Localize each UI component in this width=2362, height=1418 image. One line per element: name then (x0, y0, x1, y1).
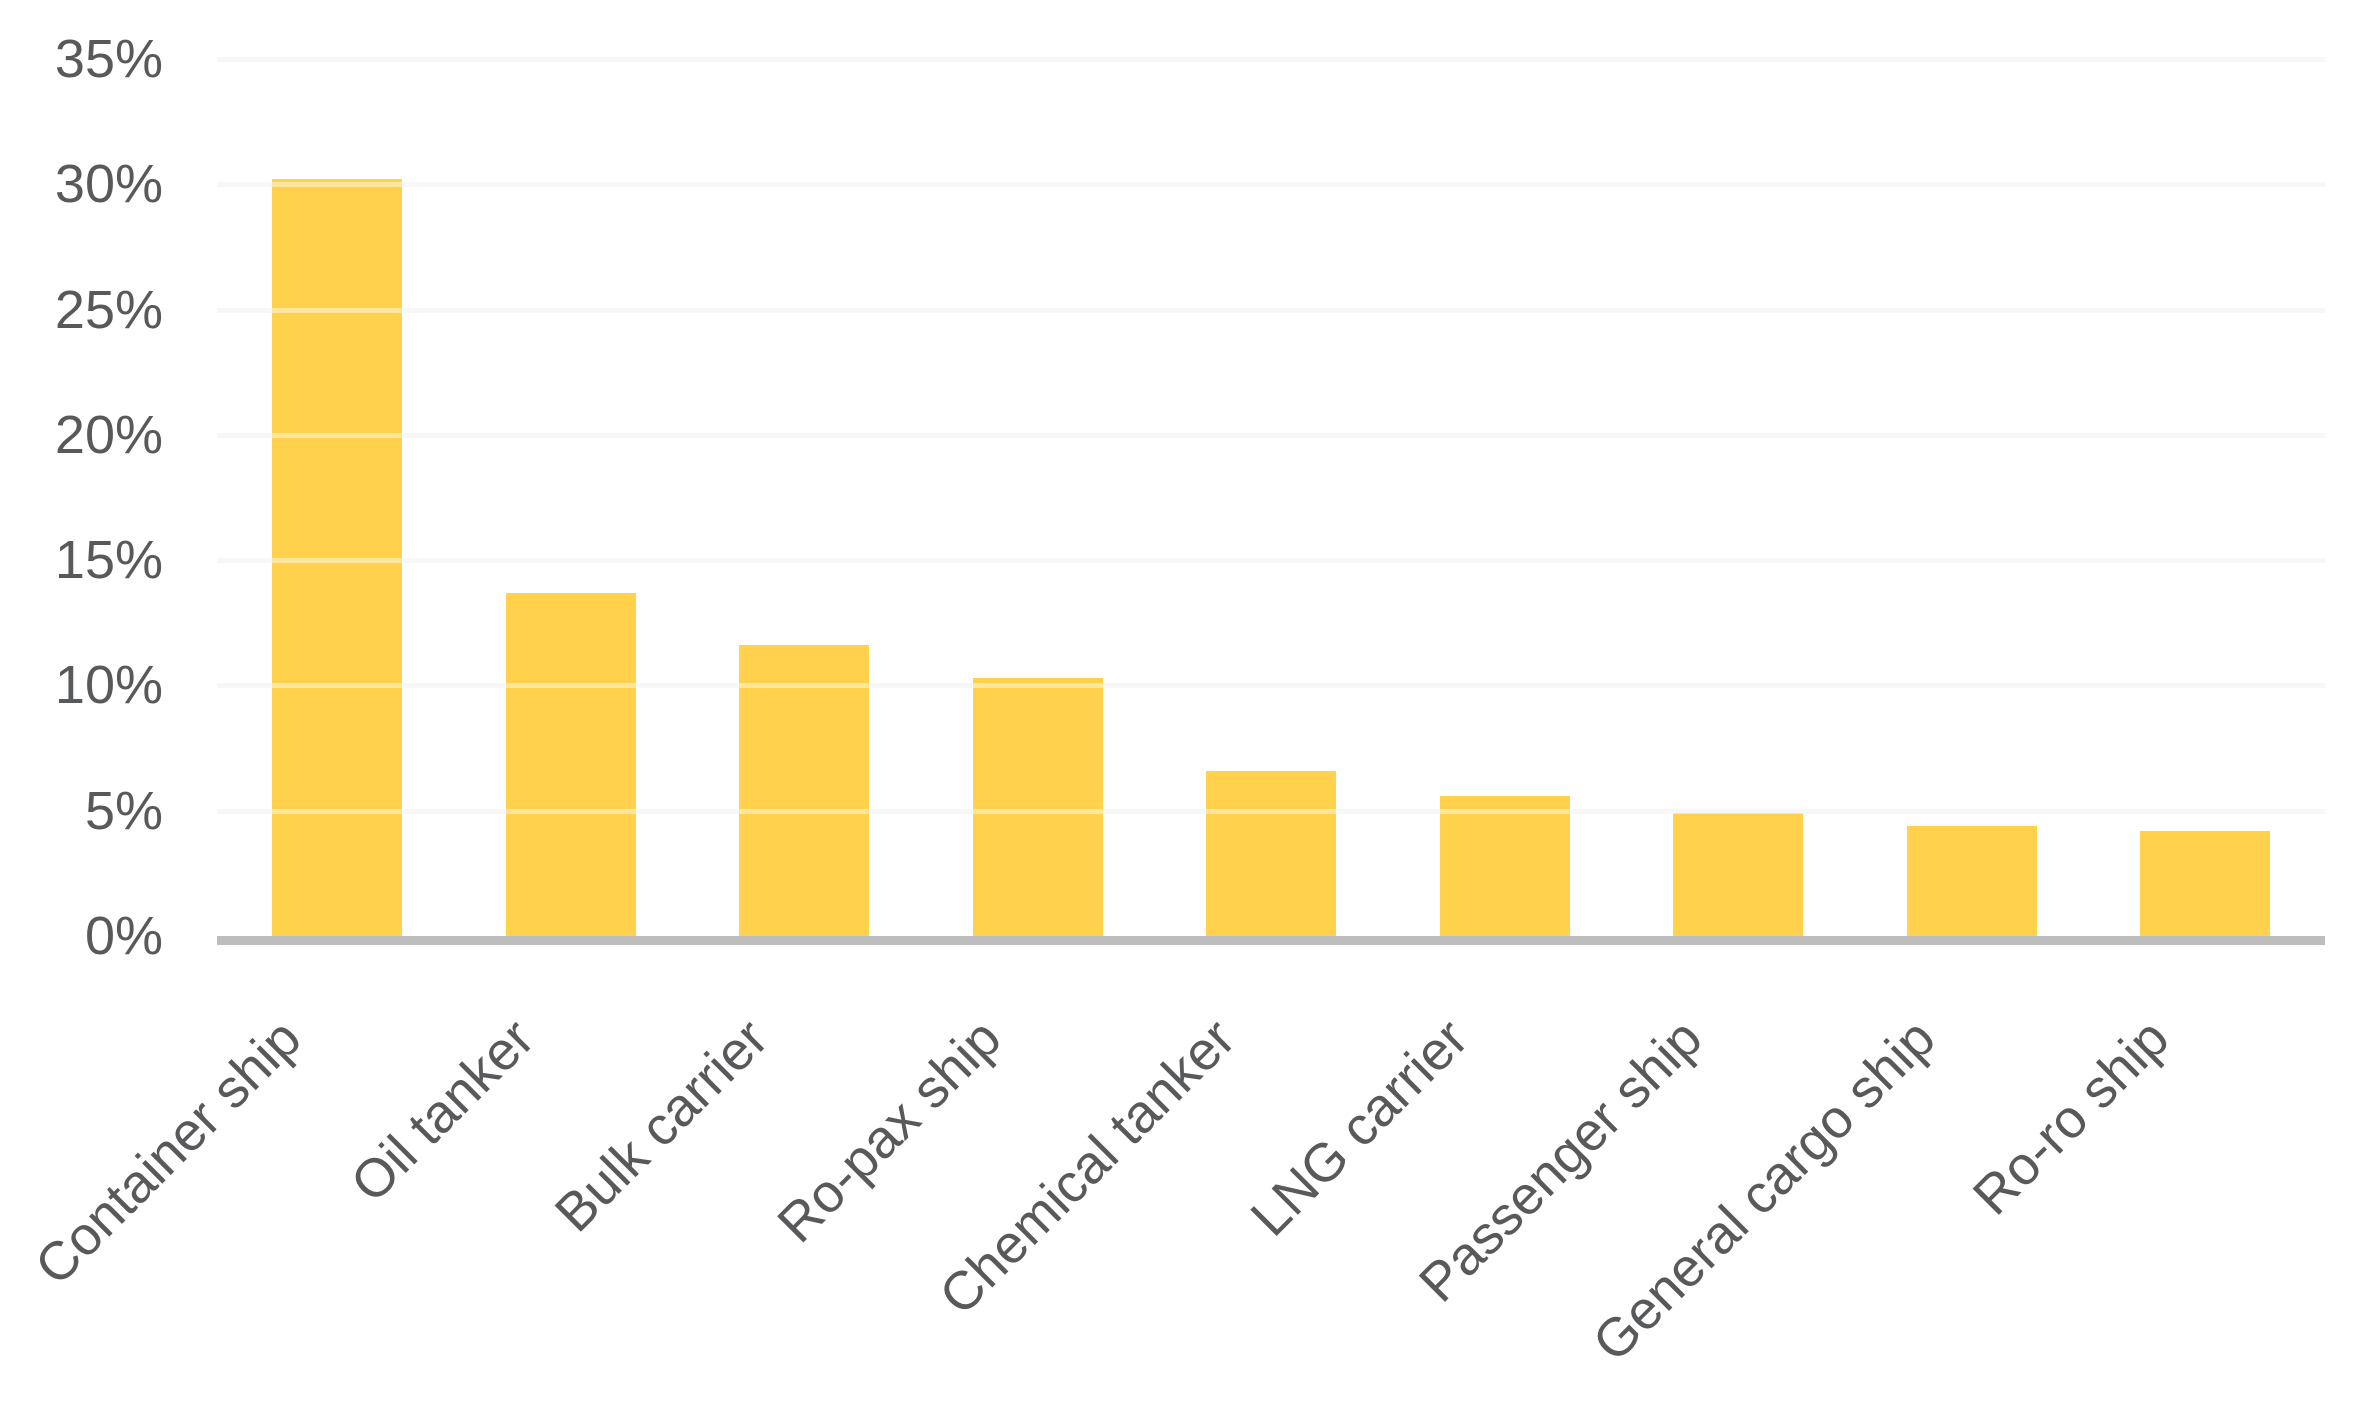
x-axis-baseline (217, 936, 2325, 945)
y-axis-tick-label-30: 30% (54, 154, 163, 215)
x-axis-category-label-bulk-carrier: Bulk carrier (543, 1007, 780, 1244)
x-axis-category-label-oil-tanker: Oil tanker (339, 1007, 546, 1214)
gridline-overlay-15 (217, 558, 2325, 564)
bar-bulk-carrier (739, 645, 869, 936)
gridline-20 (217, 432, 2325, 438)
y-axis-tick-label-5: 5% (84, 780, 163, 841)
x-axis-category-label-lng-carrier: LNG carrier (1240, 1007, 1480, 1248)
gridline-overlay-5 (217, 808, 2325, 814)
x-axis-category-label-container-ship: Container ship (23, 1007, 313, 1297)
gridline-overlay-20 (217, 432, 2325, 438)
bar-oil-tanker (505, 592, 636, 936)
y-axis-tick-label-15: 15% (54, 530, 163, 591)
bar-general-cargo-ship (1906, 825, 2037, 936)
bar-passenger-ship (1673, 813, 1803, 936)
y-axis-tick-label-35: 35% (54, 28, 163, 89)
gridline-25 (217, 307, 2325, 313)
gridline-overlay-30 (217, 182, 2325, 188)
y-axis-tick-label-25: 25% (54, 279, 163, 340)
gridline-30 (217, 182, 2325, 188)
gridline-35 (217, 56, 2325, 62)
bar-chemical-tanker (1206, 770, 1336, 936)
gridline-15 (217, 558, 2325, 564)
gridline-10 (217, 683, 2325, 689)
bar-ro-pax-ship (972, 677, 1103, 936)
y-axis-tick-label-10: 10% (54, 655, 163, 716)
y-axis-tick-label-20: 20% (54, 404, 163, 465)
bar-lng-carrier (1439, 795, 1570, 936)
bar-ro-ro-ship (2140, 830, 2270, 936)
bar-container-ship (272, 179, 402, 936)
gridline-overlay-25 (217, 307, 2325, 313)
gridline-overlay-35 (217, 56, 2325, 62)
x-axis-category-label-ro-pax-ship: Ro-pax ship (766, 1007, 1013, 1255)
x-axis-category-label-ro-ro-ship: Ro-ro ship (1961, 1007, 2181, 1227)
y-axis-tick-label-0: 0% (84, 906, 163, 966)
gridline-overlay-10 (217, 683, 2325, 689)
